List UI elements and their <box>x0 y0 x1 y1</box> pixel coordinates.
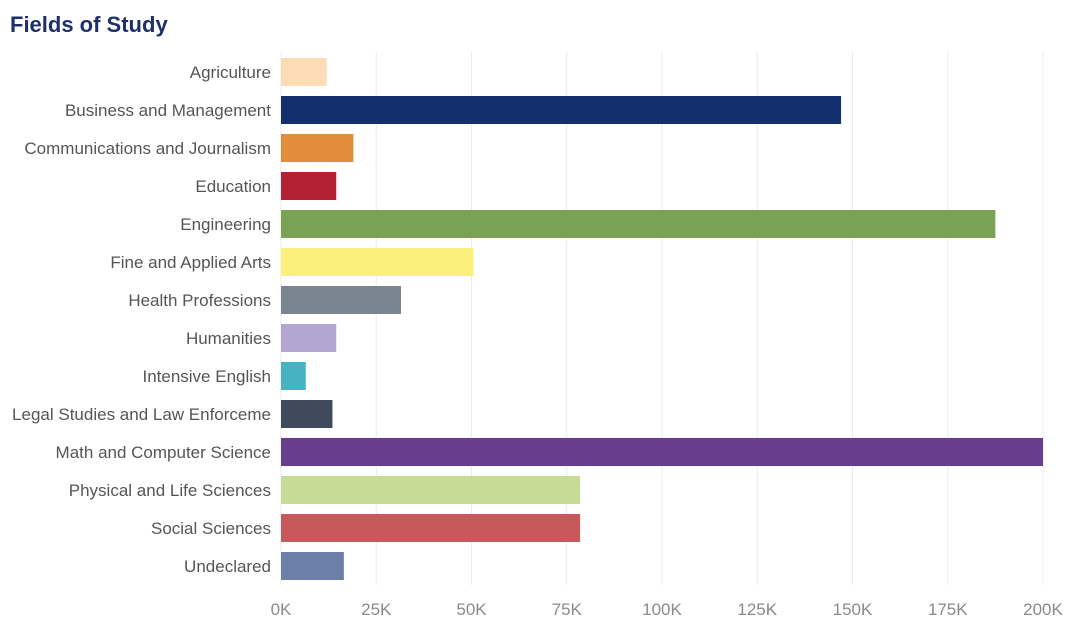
category-label: Legal Studies and Law Enforceme <box>12 405 271 424</box>
x-tick-label: 25K <box>361 600 392 619</box>
x-tick-label: 175K <box>928 600 968 619</box>
x-tick-label: 0K <box>271 600 292 619</box>
x-tick-label: 50K <box>456 600 487 619</box>
category-label: Social Sciences <box>151 519 271 538</box>
category-label: Math and Computer Science <box>56 443 271 462</box>
category-label: Engineering <box>180 215 271 234</box>
bar <box>281 324 337 352</box>
bar <box>281 172 337 200</box>
bar <box>281 438 1043 466</box>
bar <box>281 476 581 504</box>
category-label: Education <box>195 177 271 196</box>
category-label: Intensive English <box>142 367 271 386</box>
bar <box>281 552 344 580</box>
bar <box>281 210 996 238</box>
bar <box>281 514 581 542</box>
category-label: Agriculture <box>190 63 271 82</box>
x-tick-label: 150K <box>833 600 873 619</box>
chart-title: Fields of Study <box>10 12 168 37</box>
bar <box>281 96 842 124</box>
category-label: Communications and Journalism <box>24 139 271 158</box>
bar <box>281 362 306 390</box>
category-label: Humanities <box>186 329 271 348</box>
category-label: Undeclared <box>184 557 271 576</box>
category-label: Physical and Life Sciences <box>69 481 271 500</box>
bar <box>281 134 354 162</box>
x-tick-label: 200K <box>1023 600 1063 619</box>
category-label: Fine and Applied Arts <box>110 253 271 272</box>
bar <box>281 58 327 86</box>
bar <box>281 248 474 276</box>
x-tick-label: 125K <box>737 600 777 619</box>
x-tick-label: 100K <box>642 600 682 619</box>
bar <box>281 286 402 314</box>
category-label: Health Professions <box>128 291 271 310</box>
category-label: Business and Management <box>65 101 271 120</box>
bar <box>281 400 333 428</box>
x-tick-label: 75K <box>552 600 583 619</box>
